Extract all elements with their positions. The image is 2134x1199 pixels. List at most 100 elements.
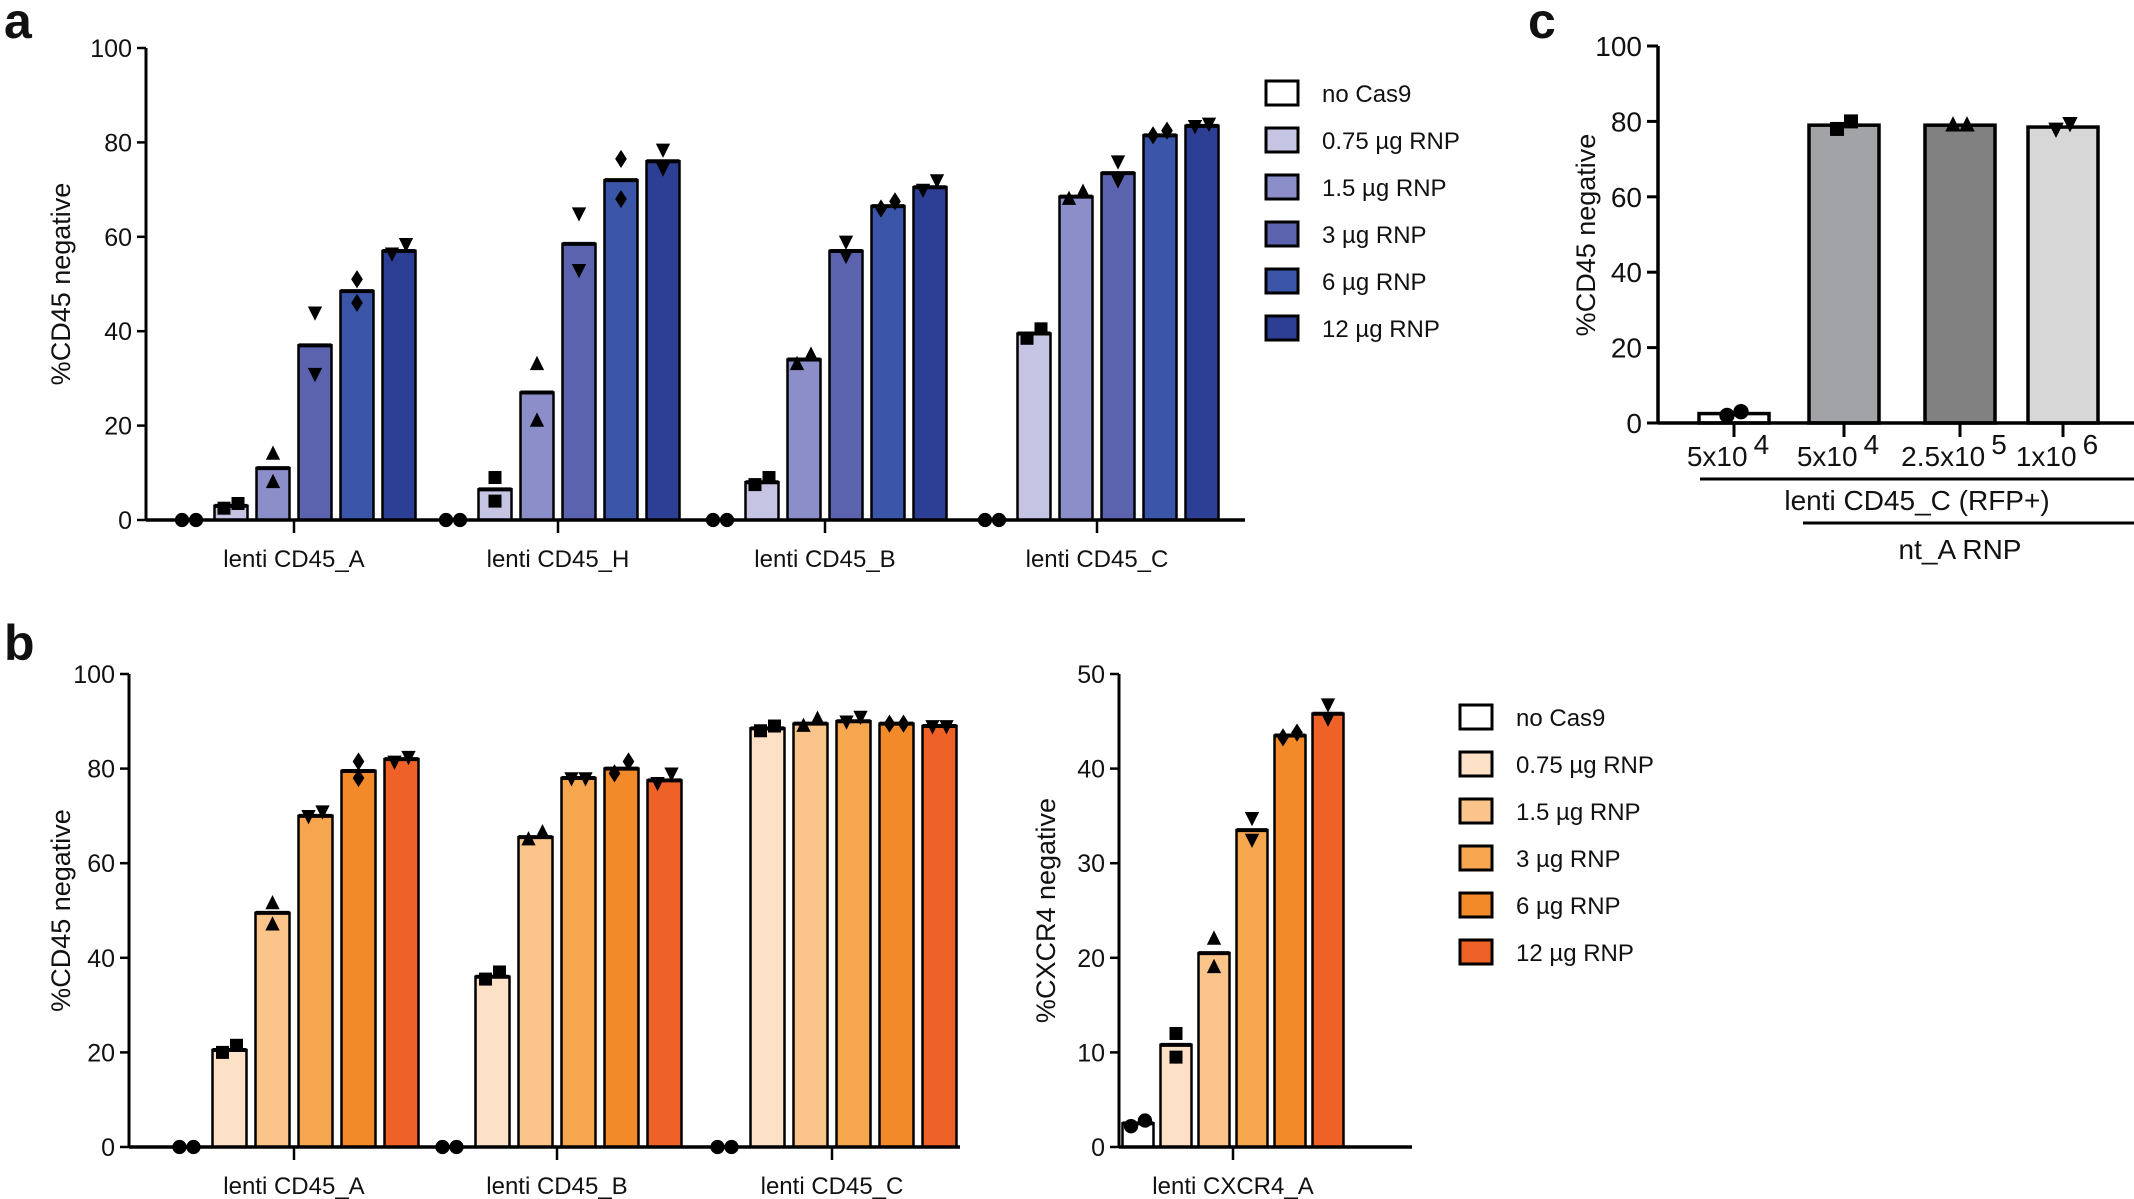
- data-point: [265, 473, 281, 489]
- bar: [835, 720, 872, 1149]
- legend-entry: 3 µg RNP: [1516, 846, 1621, 873]
- data-point: [1110, 174, 1126, 189]
- data-point: [1169, 1050, 1183, 1064]
- data-point: [1187, 120, 1203, 135]
- data-point: [622, 752, 635, 771]
- data-point: [351, 293, 363, 312]
- data-point: [768, 719, 781, 733]
- y-tick-label: 100: [90, 35, 132, 63]
- bar: [792, 722, 829, 1149]
- data-point: [1320, 712, 1336, 727]
- legend-entry: 6 µg RNP: [1322, 269, 1427, 296]
- group-label-rnp: nt_A RNP: [1899, 534, 2022, 565]
- bar: [645, 160, 681, 522]
- y-axis-label: %CXCR4 negative: [1031, 798, 1061, 1023]
- bar: [1016, 332, 1052, 522]
- x-tick-label: lenti CD45_H: [487, 546, 630, 573]
- legend-entry: 1.5 µg RNP: [1322, 175, 1447, 202]
- data-point: [1110, 155, 1126, 170]
- bar: [561, 242, 597, 522]
- data-point: [564, 772, 579, 787]
- data-point: [853, 710, 868, 726]
- bar: [474, 975, 511, 1149]
- data-point: [384, 247, 400, 262]
- x-tick-label: 2.5x10 5: [1901, 429, 2007, 472]
- bar: [1184, 124, 1220, 522]
- data-point: [571, 207, 587, 222]
- data-point: [307, 306, 323, 321]
- data-point: [1147, 126, 1159, 145]
- data-point: [1277, 728, 1289, 747]
- data-point: [2048, 122, 2064, 139]
- data-point: [803, 346, 819, 361]
- x-tick-label: lenti CXCR4_A: [1152, 1173, 1313, 1199]
- data-point: [1733, 403, 1749, 420]
- bar: [603, 767, 640, 1149]
- data-point: [929, 174, 945, 189]
- data-point: [838, 235, 854, 250]
- legend-entry: 0.75 µg RNP: [1516, 752, 1654, 779]
- legend-entry: 12 µg RNP: [1322, 316, 1440, 343]
- y-tick-label: 40: [1611, 257, 1642, 288]
- x-tick-label: 1x10 6: [2016, 429, 2098, 472]
- bar: [646, 779, 683, 1149]
- x-tick-exponent: 6: [2083, 429, 2099, 460]
- data-point: [578, 772, 593, 787]
- y-tick-label: 60: [1611, 182, 1642, 213]
- legend-swatch: [1264, 79, 1300, 107]
- panel-label-b: b: [4, 615, 35, 671]
- data-point: [1061, 190, 1077, 205]
- legend-swatch: [1458, 703, 1494, 731]
- x-tick-label: 5x10 4: [1687, 429, 1769, 472]
- data-point: [810, 710, 825, 725]
- data-point: [1137, 1113, 1153, 1128]
- data-point: [315, 805, 330, 820]
- data-point: [1719, 407, 1735, 424]
- data-point: [748, 478, 762, 492]
- data-point: [1830, 121, 1844, 136]
- data-point: [352, 768, 365, 788]
- y-tick-label: 40: [87, 945, 115, 973]
- bar: [921, 724, 958, 1149]
- bar: [1197, 951, 1231, 1149]
- data-point: [608, 764, 621, 783]
- x-tick-label: lenti CD45_A: [223, 1173, 364, 1199]
- data-point: [479, 972, 492, 986]
- data-point: [650, 776, 665, 792]
- bar: [870, 204, 906, 522]
- data-point: [897, 714, 910, 733]
- y-tick-label: 0: [118, 507, 132, 535]
- data-point: [217, 501, 231, 515]
- legend-swatch: [1264, 314, 1300, 342]
- legend-entry: 3 µg RNP: [1322, 222, 1427, 249]
- y-tick-label: 20: [104, 413, 132, 441]
- data-point: [796, 717, 811, 732]
- bar: [254, 911, 291, 1149]
- y-tick-label: 0: [1091, 1134, 1105, 1162]
- data-point: [1945, 116, 1961, 132]
- data-point: [762, 471, 776, 485]
- data-point: [1206, 930, 1222, 945]
- data-point: [615, 149, 627, 169]
- data-point: [535, 824, 550, 839]
- bar: [1273, 734, 1307, 1149]
- x-tick-base: 5x10: [1687, 441, 1748, 472]
- data-point: [754, 724, 767, 738]
- data-point: [493, 965, 506, 979]
- legend-swatch: [1458, 938, 1494, 966]
- bar: [2026, 125, 2100, 425]
- data-point: [307, 367, 323, 383]
- legend-entry: no Cas9: [1516, 705, 1605, 732]
- data-point: [521, 831, 536, 846]
- data-point: [265, 916, 280, 931]
- data-point: [839, 715, 854, 730]
- data-point: [1244, 833, 1260, 848]
- bar: [383, 757, 420, 1149]
- y-tick-label: 10: [1077, 1039, 1105, 1067]
- y-axis-label: %CD45 negative: [1571, 134, 1601, 337]
- data-point: [1291, 723, 1303, 742]
- bar: [878, 722, 915, 1149]
- group-label-lenti: lenti CD45_C (RFP+): [1784, 485, 2049, 516]
- bar: [519, 391, 555, 522]
- legend-swatch: [1264, 173, 1300, 201]
